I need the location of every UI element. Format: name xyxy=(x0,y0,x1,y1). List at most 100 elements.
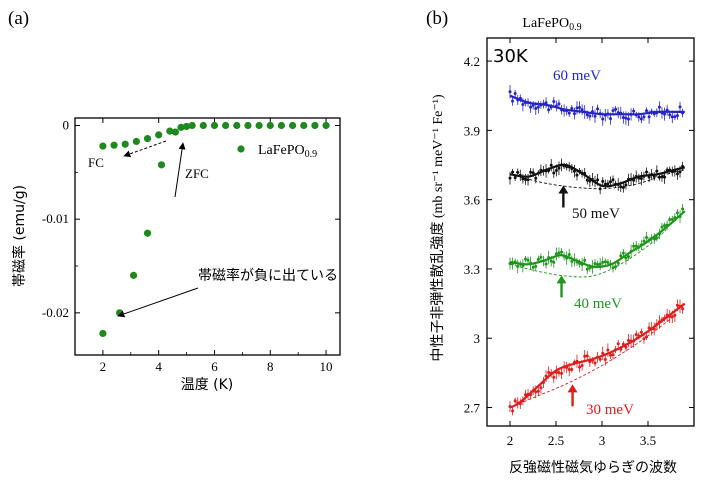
data-point xyxy=(552,375,556,379)
data-point xyxy=(534,390,538,394)
data-point xyxy=(673,115,677,119)
point-fc xyxy=(322,121,330,130)
data-point xyxy=(526,258,530,262)
data-point xyxy=(598,357,602,361)
series-label-60-mev: 60 meV xyxy=(553,68,601,84)
point-fc xyxy=(244,121,252,130)
data-point xyxy=(647,115,651,119)
data-point xyxy=(681,207,685,211)
point-fc xyxy=(300,121,308,130)
data-point xyxy=(567,367,571,371)
data-point xyxy=(608,353,612,357)
data-point xyxy=(539,255,543,259)
panel-a-frame xyxy=(74,117,341,356)
x-tick-label: 2 xyxy=(507,433,514,448)
data-point xyxy=(557,251,561,255)
panel-a-points xyxy=(99,121,330,338)
data-point xyxy=(660,225,664,229)
point-zfc xyxy=(182,122,191,131)
data-point xyxy=(670,217,674,221)
data-point xyxy=(557,102,561,106)
point-fc xyxy=(166,127,174,135)
data-point xyxy=(626,255,630,259)
data-point xyxy=(657,105,661,109)
data-point xyxy=(549,259,553,263)
data-point xyxy=(624,116,628,120)
data-point xyxy=(634,244,638,248)
data-point xyxy=(570,106,574,110)
series-label-50-mev: 50 meV xyxy=(572,206,620,222)
data-point xyxy=(660,175,664,179)
panel-a-y-axis-label: 帯磁率 (emu/g) xyxy=(11,185,28,287)
data-point xyxy=(655,169,659,173)
data-point xyxy=(560,371,564,375)
data-point xyxy=(516,170,520,174)
point-fc xyxy=(277,121,286,130)
data-point xyxy=(606,182,610,186)
series-label-40-mev: 40 meV xyxy=(574,296,622,312)
annotation-negative-susceptibility: 帯磁率が負に出ている xyxy=(198,267,338,284)
point-fc xyxy=(121,140,129,148)
data-point xyxy=(593,262,597,266)
data-point xyxy=(572,112,576,116)
panel-b-series: 60 meV 50 meV 40 meV 30 meV xyxy=(508,68,686,418)
data-point xyxy=(603,357,607,361)
point-fc xyxy=(143,135,152,143)
data-point xyxy=(639,117,643,121)
data-point xyxy=(516,264,520,268)
data-point xyxy=(668,218,672,222)
point-fc xyxy=(155,131,163,139)
fit-curve xyxy=(509,302,686,409)
legend-marker xyxy=(237,145,245,153)
y-tick-label: 3.3 xyxy=(464,262,480,277)
data-point xyxy=(639,177,643,181)
peak-arrow-head xyxy=(567,384,578,393)
data-point xyxy=(603,260,607,264)
point-fc xyxy=(222,121,230,130)
arrow-fc xyxy=(123,140,167,158)
arrow-negative-susceptibility xyxy=(117,287,199,318)
y-tick-label: -0.02 xyxy=(42,305,69,320)
point-fc xyxy=(132,137,140,146)
data-point xyxy=(578,365,582,369)
data-point xyxy=(557,371,561,375)
legend-label: LaFePO0.9 xyxy=(258,143,317,160)
data-point xyxy=(606,260,610,264)
data-point xyxy=(601,179,605,183)
data-point xyxy=(588,114,592,118)
data-point xyxy=(508,90,512,94)
data-point xyxy=(534,264,538,268)
data-point xyxy=(678,105,682,109)
peak-arrow-head xyxy=(556,275,567,284)
data-point xyxy=(539,386,543,390)
data-point xyxy=(639,330,643,334)
fit-curve xyxy=(509,210,686,269)
data-point xyxy=(675,211,679,215)
data-point xyxy=(626,117,630,121)
data-point xyxy=(619,254,623,258)
arrow-zfc xyxy=(174,142,186,198)
data-point xyxy=(583,354,587,358)
data-point xyxy=(642,115,646,119)
point-zfc xyxy=(171,128,180,136)
x-tick-label: 8 xyxy=(267,359,274,374)
data-point xyxy=(572,169,576,173)
data-point xyxy=(552,171,556,175)
data-point xyxy=(575,106,579,110)
data-point xyxy=(570,259,574,263)
data-point xyxy=(675,172,679,176)
y-tick-label: 0 xyxy=(63,117,70,132)
data-point xyxy=(624,183,628,187)
data-point xyxy=(593,114,597,118)
data-point xyxy=(673,313,677,317)
data-point xyxy=(547,370,551,374)
y-tick-label: 3.9 xyxy=(464,123,480,138)
data-point xyxy=(511,170,515,174)
baseline-curve xyxy=(509,229,667,278)
data-point xyxy=(593,361,597,365)
panel-b-label: (b) xyxy=(426,8,448,29)
panel-b-temperature-label: 30K xyxy=(493,46,529,67)
panel-b: (b) LaFePO0.9 30K 2 2.5 3 3.5 2.7 3 3.3 3.6 3.9… xyxy=(426,8,695,476)
x-tick-label: 2.5 xyxy=(548,433,564,448)
data-point xyxy=(567,111,571,115)
